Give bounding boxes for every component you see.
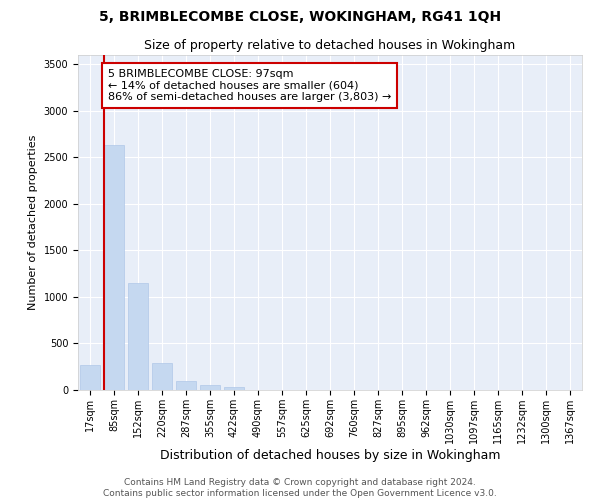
Bar [200,386,220,390]
Text: 5 BRIMBLECOMBE CLOSE: 97sqm
← 14% of detached houses are smaller (604)
86% of se: 5 BRIMBLECOMBE CLOSE: 97sqm ← 14% of det… [108,69,391,102]
Text: 5, BRIMBLECOMBE CLOSE, WOKINGHAM, RG41 1QH: 5, BRIMBLECOMBE CLOSE, WOKINGHAM, RG41 1… [99,10,501,24]
Bar [80,366,100,390]
Bar [152,364,172,390]
Text: Contains HM Land Registry data © Crown copyright and database right 2024.
Contai: Contains HM Land Registry data © Crown c… [103,478,497,498]
X-axis label: Distribution of detached houses by size in Wokingham: Distribution of detached houses by size … [160,448,500,462]
Bar [128,282,148,390]
Bar [224,386,244,390]
Title: Size of property relative to detached houses in Wokingham: Size of property relative to detached ho… [145,40,515,52]
Bar [176,380,196,390]
Y-axis label: Number of detached properties: Number of detached properties [28,135,38,310]
Bar [104,146,124,390]
